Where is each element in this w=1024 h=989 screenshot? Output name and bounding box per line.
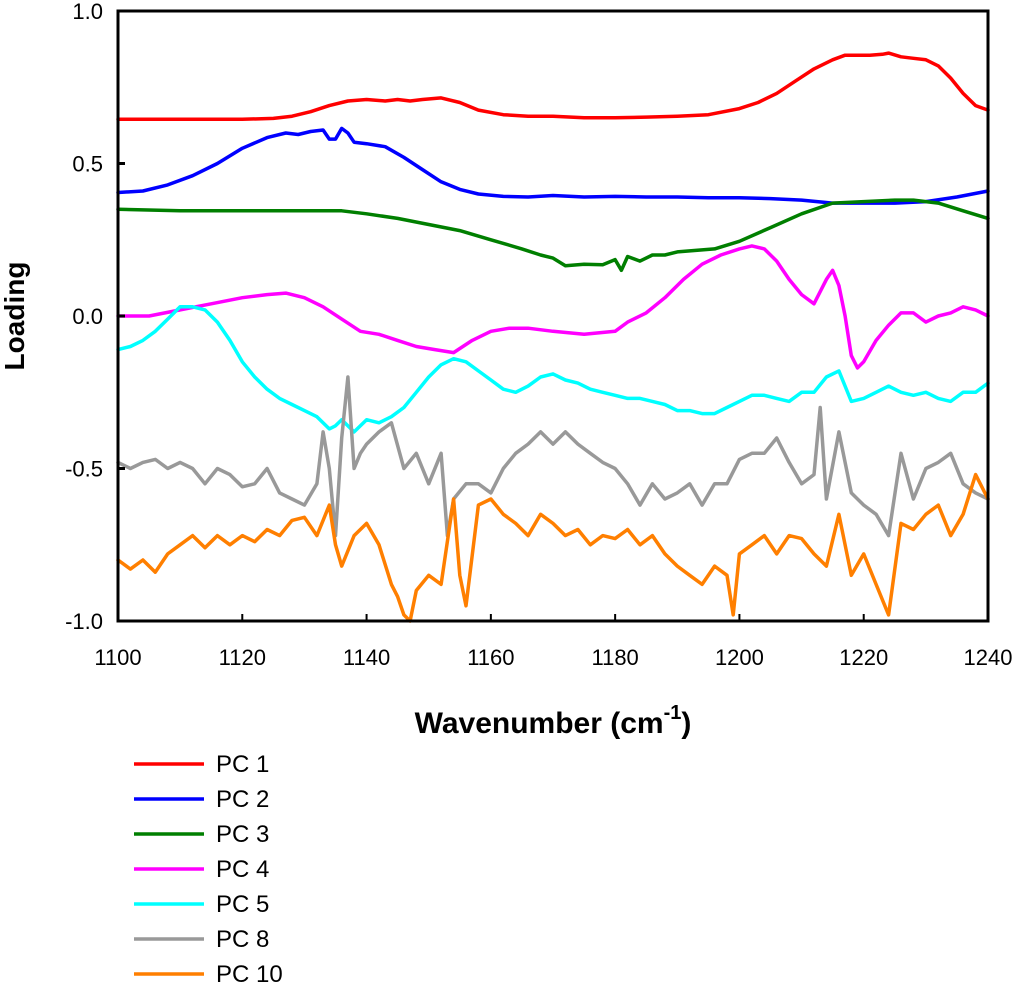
y-axis-title: Loading bbox=[0, 262, 30, 371]
x-tick-label: 1240 bbox=[964, 645, 1013, 670]
series-line-pc-3 bbox=[116, 198, 990, 273]
x-axis-title-sup: -1 bbox=[664, 702, 682, 724]
x-axis: 1100 1120 1140 1160 1180 1200 1220 1240 bbox=[94, 614, 1012, 670]
legend-label: PC 3 bbox=[216, 821, 269, 848]
x-tick-label: 1200 bbox=[715, 645, 764, 670]
x-tick-label: 1180 bbox=[591, 645, 638, 670]
y-tick-label: -1.0 bbox=[65, 609, 103, 634]
series-line-pc-4 bbox=[116, 244, 990, 370]
series-line-pc-6 bbox=[116, 375, 990, 538]
legend-label: PC 5 bbox=[216, 891, 269, 918]
series-line-pc-1 bbox=[116, 51, 990, 122]
legend-label: PC 8 bbox=[216, 926, 269, 953]
x-tick-label: 1120 bbox=[219, 645, 266, 670]
series-line-pc-7 bbox=[116, 472, 990, 623]
x-tick-label: 1160 bbox=[467, 645, 514, 670]
series-line-pc-2 bbox=[116, 126, 990, 205]
series-line-pc-5 bbox=[116, 305, 990, 434]
legend-label: PC 1 bbox=[216, 751, 269, 778]
x-tick-label: 1220 bbox=[839, 645, 888, 670]
legend-label: PC 2 bbox=[216, 786, 269, 813]
y-tick-label: -0.5 bbox=[65, 457, 103, 482]
legend: PC 1 PC 2 PC 3 PC 4 PC 5 PC 8 PC 10 bbox=[134, 751, 283, 988]
x-axis-title-close: ) bbox=[681, 707, 691, 740]
x-axis-title-main: Wavenumber (cm bbox=[415, 707, 664, 740]
plot-lines bbox=[116, 51, 990, 623]
x-tick-label: 1100 bbox=[94, 645, 141, 670]
legend-label: PC 4 bbox=[216, 856, 269, 883]
x-tick-label: 1140 bbox=[343, 645, 390, 670]
y-tick-label: 0.5 bbox=[72, 152, 103, 177]
x-axis-title: Wavenumber (cm-1) bbox=[415, 702, 692, 740]
legend-label: PC 10 bbox=[216, 961, 283, 988]
y-tick-label: 1.0 bbox=[72, 0, 103, 24]
plot-frame bbox=[116, 9, 990, 623]
y-axis: 1.0 0.5 0.0 -0.5 -1.0 bbox=[65, 0, 125, 634]
y-tick-label: 0.0 bbox=[72, 304, 103, 329]
